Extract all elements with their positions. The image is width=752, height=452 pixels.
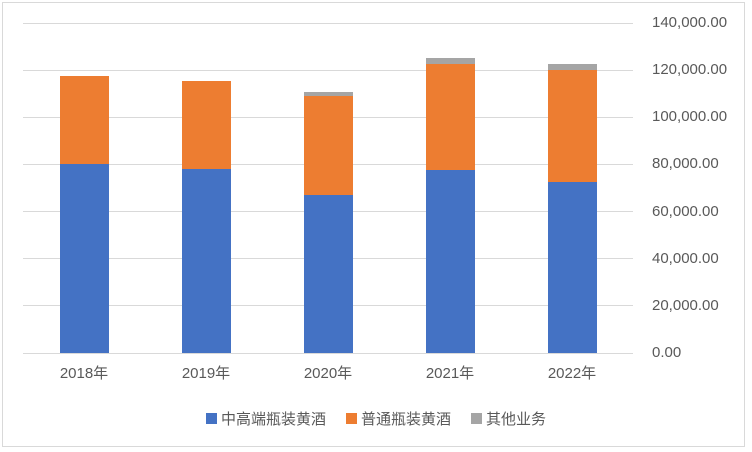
bar-segment <box>59 75 109 165</box>
y-axis-label: 140,000.00 <box>652 14 728 31</box>
chart-legend: 中高端瓶装黄酒 普通瓶装黄酒 其他业务 <box>0 406 752 430</box>
legend-item: 中高端瓶装黄酒 <box>205 408 326 429</box>
x-axis-label: 2020年 <box>303 365 353 382</box>
x-axis: 2018年 2019年 2020年 2021年 2022年 <box>23 362 633 382</box>
x-axis-label: 2022年 <box>547 365 597 382</box>
legend-item: 其他业务 <box>471 408 546 429</box>
gridline <box>23 22 633 24</box>
bar-segment <box>547 63 597 71</box>
y-axis-label: 0.00 <box>652 344 682 361</box>
bar-segment <box>303 95 353 196</box>
y-axis-label: 40,000.00 <box>652 249 719 267</box>
bar-segment <box>59 164 109 353</box>
bar-segment <box>547 182 597 353</box>
legend-label: 其他业务 <box>486 410 547 428</box>
bar-segment <box>425 63 475 170</box>
legend-swatch <box>345 412 357 424</box>
bar-segment <box>303 195 353 353</box>
bar-segment <box>303 92 353 96</box>
x-axis-label: 2018年 <box>59 365 109 382</box>
gridline <box>23 69 633 71</box>
x-axis-label: 2021年 <box>425 365 475 382</box>
legend-swatch <box>471 412 482 424</box>
bar-segment <box>425 169 475 353</box>
y-axis-label: 120,000.00 <box>652 61 728 79</box>
legend-swatch <box>205 412 217 424</box>
legend-item: 普通瓶装黄酒 <box>345 408 451 429</box>
y-axis-label: 60,000.00 <box>652 202 719 220</box>
legend-label: 普通瓶装黄酒 <box>360 410 451 428</box>
plot-area <box>23 22 633 354</box>
y-axis-label: 80,000.00 <box>652 155 719 173</box>
bar-segment <box>425 58 475 64</box>
bar-segment <box>547 70 597 183</box>
gridline <box>23 352 633 354</box>
bar-segment <box>181 81 231 170</box>
chart-frame-border <box>2 2 745 447</box>
x-axis-label: 2019年 <box>181 365 231 382</box>
legend-label: 中高端瓶装黄酒 <box>220 410 326 428</box>
bar-segment <box>181 169 231 353</box>
y-axis-label: 20,000.00 <box>652 296 719 314</box>
y-axis-label: 100,000.00 <box>652 108 728 126</box>
